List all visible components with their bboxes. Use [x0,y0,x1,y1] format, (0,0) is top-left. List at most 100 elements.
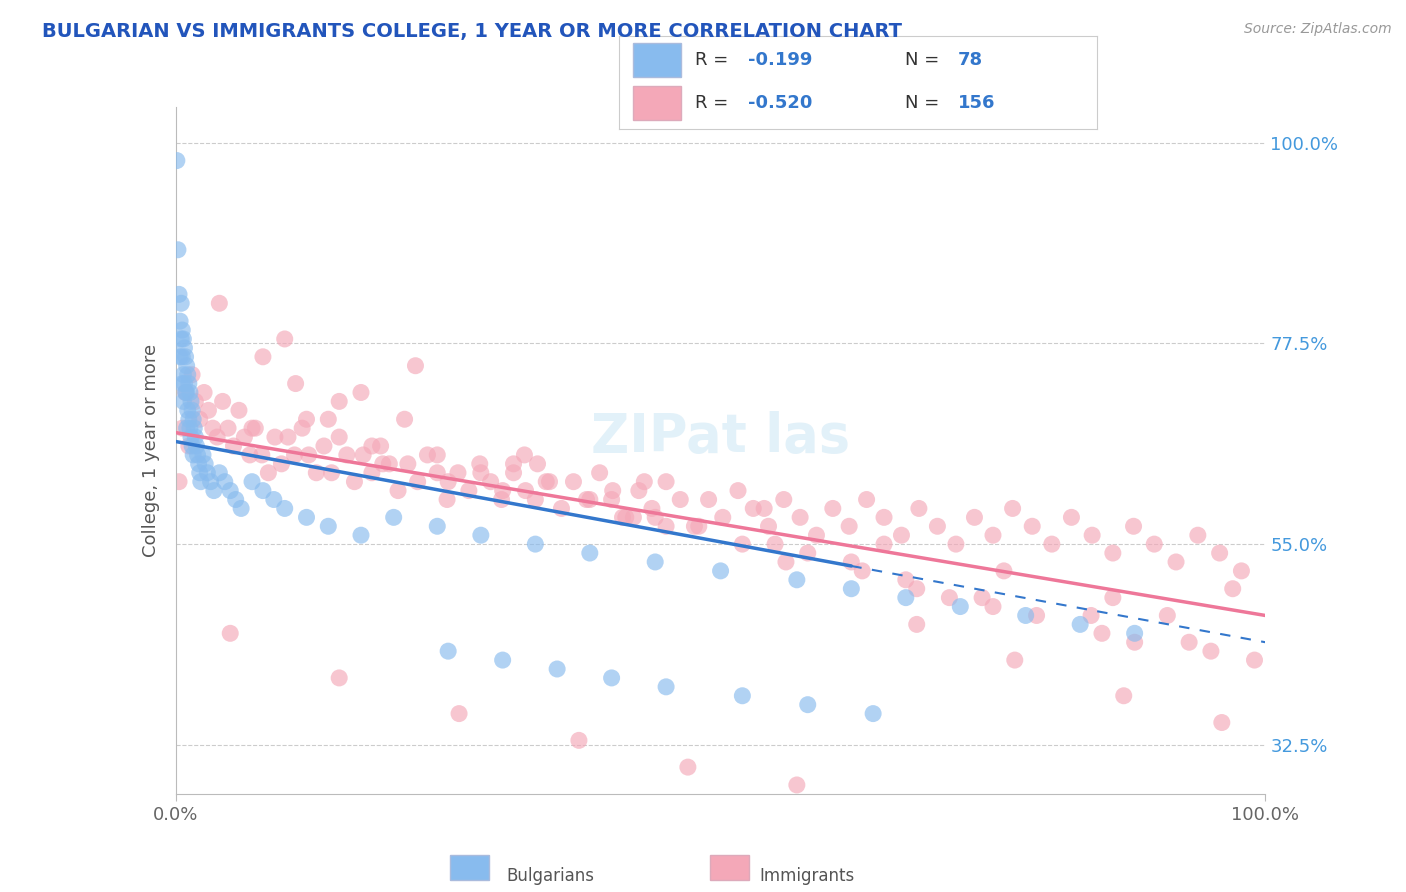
Point [406,475,429,489]
Point [938,591,960,605]
Point [318,412,340,426]
Point [252,350,274,364]
Point [579,546,602,560]
Point [350,528,373,542]
Point [1123,626,1146,640]
Point [191,448,214,462]
Point [181,412,204,426]
Point [1123,635,1146,649]
Point [1187,528,1209,542]
Point [727,483,749,498]
Point [360,439,382,453]
Point [538,475,561,489]
Point [862,706,884,721]
Point [219,483,242,498]
Point [1208,546,1230,560]
Point [614,510,637,524]
Point [697,492,720,507]
Point [252,483,274,498]
Point [621,510,644,524]
Point [245,421,267,435]
Point [394,412,416,426]
Point [371,457,394,471]
Point [655,680,678,694]
Point [239,448,262,462]
Point [763,537,786,551]
Point [688,519,710,533]
Point [370,439,392,453]
Point [676,760,699,774]
Text: Source: ZipAtlas.com: Source: ZipAtlas.com [1244,22,1392,37]
Point [786,778,808,792]
Point [321,466,343,480]
Point [963,510,986,524]
Point [222,439,245,453]
Point [181,403,204,417]
Point [683,519,706,533]
Point [180,394,202,409]
Point [644,510,666,524]
Point [277,430,299,444]
Point [789,510,811,524]
Point [328,394,350,409]
Point [669,492,692,507]
Point [470,466,492,480]
Point [187,457,209,471]
Point [170,332,193,346]
Point [217,421,239,435]
Point [492,653,515,667]
Point [169,350,191,364]
Y-axis label: College, 1 year or more: College, 1 year or more [142,344,160,557]
Point [167,475,190,489]
Point [927,519,949,533]
Text: 78: 78 [957,51,983,69]
Point [641,501,664,516]
Point [758,519,780,533]
Point [190,475,212,489]
Text: ZIPat las: ZIPat las [591,410,851,463]
Point [515,483,537,498]
Point [644,555,666,569]
Point [208,466,231,480]
Point [176,421,198,435]
Point [295,412,318,426]
Point [193,385,215,400]
Point [491,492,513,507]
Point [202,483,225,498]
Point [1080,608,1102,623]
Point [1021,519,1043,533]
Point [731,689,754,703]
Point [263,492,285,507]
Point [295,510,318,524]
Point [177,403,200,417]
Point [219,626,242,640]
Point [312,439,335,453]
Point [772,492,794,507]
Point [436,492,458,507]
Point [328,671,350,685]
Point [186,448,209,462]
Point [437,644,460,658]
Point [786,573,808,587]
Point [186,439,208,453]
Point [970,591,993,605]
Point [197,403,219,417]
Point [176,385,198,400]
Point [257,466,280,480]
Point [426,448,449,462]
Point [437,475,460,489]
Text: R =: R = [695,95,734,112]
Point [396,457,419,471]
Point [526,457,548,471]
Point [600,492,623,507]
Point [201,421,224,435]
Point [205,430,228,444]
Point [184,394,207,409]
Point [1156,608,1178,623]
Point [284,376,307,391]
Point [796,546,818,560]
Point [568,733,591,747]
Point [179,421,201,435]
Point [172,323,194,337]
Point [172,332,194,346]
